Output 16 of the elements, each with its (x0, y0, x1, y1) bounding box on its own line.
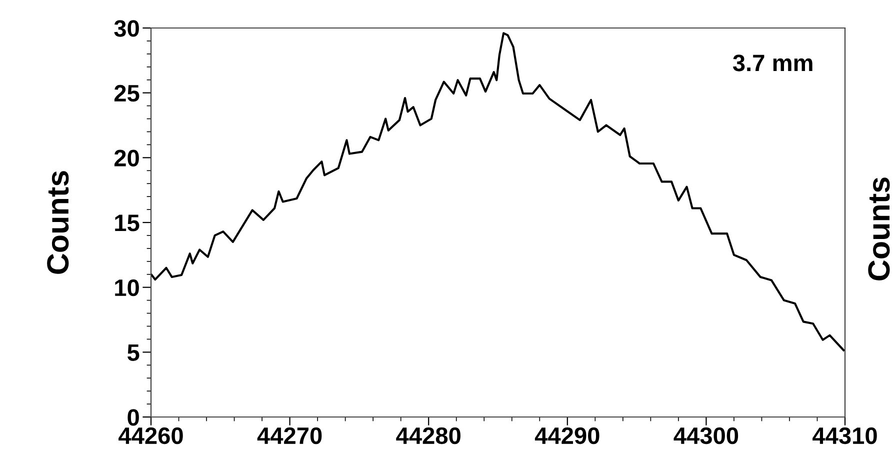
x-tick-label: 44260 (118, 427, 183, 444)
x-tick-label: 44310 (812, 427, 877, 444)
y-tick-label: 0 (128, 409, 139, 426)
x-tick-label: 44270 (257, 427, 322, 444)
y-axis-title: Counts (47, 171, 69, 274)
y-tick-label: 5 (127, 344, 140, 361)
y-tick-label: 15 (115, 214, 140, 232)
x-tick-label: 44290 (534, 427, 600, 444)
y-tick-label: 10 (115, 279, 139, 296)
x-tick-label: 44300 (674, 427, 738, 444)
x-tick-label: 44280 (396, 427, 460, 444)
y-tick-label: 25 (114, 84, 140, 102)
text: Counts (868, 178, 890, 280)
y-tick-label: 20 (114, 150, 139, 166)
annotation: 3.7 mm (732, 54, 812, 72)
y-tick-label: 30 (114, 20, 139, 37)
